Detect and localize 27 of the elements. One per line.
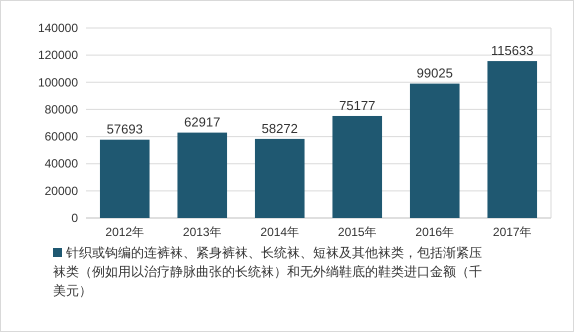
bar [487, 61, 538, 218]
x-tick-label: 2017年 [492, 225, 532, 239]
x-tick-label: 2012年 [105, 225, 144, 239]
bar [177, 132, 228, 218]
bar [100, 140, 150, 218]
data-label: 57693 [106, 122, 143, 137]
bar [332, 116, 382, 218]
data-label: 58272 [262, 120, 298, 136]
x-tick-label: 2016年 [415, 225, 454, 239]
legend-label: 针织或钩编的连裤袜、紧身裤袜、长统袜、短袜及其他袜类，包括渐紧压袜类（例如用以治疗静脉曲张的长统袜）和无外绱鞋底的鞋类进口金额（千美元） [53, 245, 482, 298]
y-tick-label: 60000 [44, 130, 78, 144]
bar [410, 84, 460, 218]
bar [254, 138, 305, 218]
y-tick-label: 20000 [44, 184, 78, 198]
y-tick-label: 140000 [38, 21, 78, 35]
data-label: 75177 [339, 98, 376, 113]
y-tick-label: 0 [71, 211, 78, 225]
data-label: 99025 [416, 66, 453, 81]
y-tick-label: 40000 [44, 156, 78, 171]
y-tick-label: 120000 [38, 48, 78, 62]
x-tick-label: 2015年 [338, 225, 377, 239]
y-tick-label: 100000 [38, 75, 78, 90]
x-tick-label: 2014年 [260, 225, 300, 239]
data-label: 115633 [491, 43, 534, 58]
data-label: 62917 [184, 114, 220, 130]
y-tick-label: 80000 [44, 102, 78, 116]
x-tick-label: 2013年 [182, 225, 222, 239]
